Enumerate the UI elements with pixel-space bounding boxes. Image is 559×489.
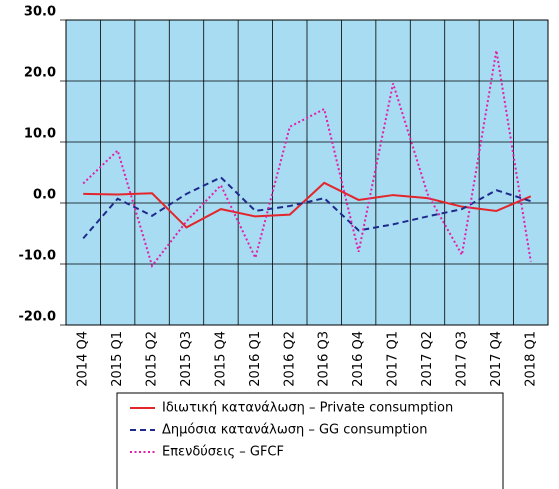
series-line: [82, 176, 532, 240]
x-tick-label: 2016 Q2: [282, 331, 297, 387]
y-tick-label: 10.0: [24, 127, 56, 142]
x-tick-label: 2015 Q3: [179, 331, 194, 387]
x-tick-label: 2016 Q4: [351, 331, 366, 387]
x-tick-label: 2017 Q2: [420, 331, 435, 387]
x-tick-label: 2015 Q2: [145, 331, 160, 387]
x-tick-label: 2017 Q1: [386, 331, 401, 387]
x-tick-label: 2014 Q4: [76, 331, 91, 387]
series-line: [82, 50, 532, 268]
x-tick-label: 2015 Q4: [213, 331, 228, 387]
x-tick-label: 2018 Q1: [523, 331, 538, 387]
y-tick-label: -20.0: [19, 310, 56, 325]
legend-label: Ιδιωτική κατανάλωση – Private consumptio…: [162, 401, 453, 416]
y-tick-label: -10.0: [19, 249, 56, 264]
y-tick-label: 0.0: [33, 188, 56, 203]
legend-box: [116, 392, 504, 489]
x-tick-label: 2016 Q1: [248, 331, 263, 387]
x-tick-label: 2016 Q3: [317, 331, 332, 387]
x-tick-label: 2015 Q1: [110, 331, 125, 387]
x-tick-label: 2017 Q4: [489, 331, 504, 387]
x-tick-label: 2017 Q3: [454, 331, 469, 387]
y-tick-label: 20.0: [24, 66, 56, 81]
y-tick-label: 30.0: [24, 5, 56, 20]
legend-label: Επενδύσεις – GFCF: [162, 445, 284, 460]
series-line: [83, 181, 532, 229]
legend-label: Δημόσια κατανάλωση – GG consumption: [162, 423, 427, 438]
